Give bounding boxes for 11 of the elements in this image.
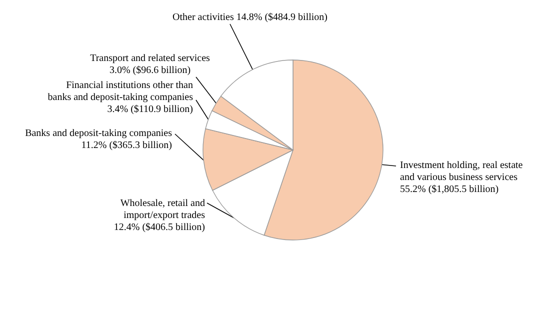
slice-label: Investment holding, real estate and various business services (400, 160, 524, 183)
data-label: 11.2% ($365.3 billion) (81, 140, 172, 151)
slice-label: Banks and deposit-taking companies (25, 128, 172, 139)
data-label: 3.0% ($96.6 billion) (109, 65, 191, 76)
data-label: 3.4% ($110.9 billion) (107, 104, 193, 115)
slice-label: Wholesale, retail and import/export trades (120, 198, 206, 221)
slice-label: Financial institutions other than banks and deposit-taking companies (48, 80, 194, 103)
data-label: 55.2% ($1,805.5 billion) (400, 184, 499, 195)
slice-label: Other activities 14.8% ($484.9 billion) (172, 12, 328, 23)
slice-label: Transport and related services (90, 53, 210, 64)
data-label: 12.4% ($406.5 billion) (114, 222, 205, 233)
